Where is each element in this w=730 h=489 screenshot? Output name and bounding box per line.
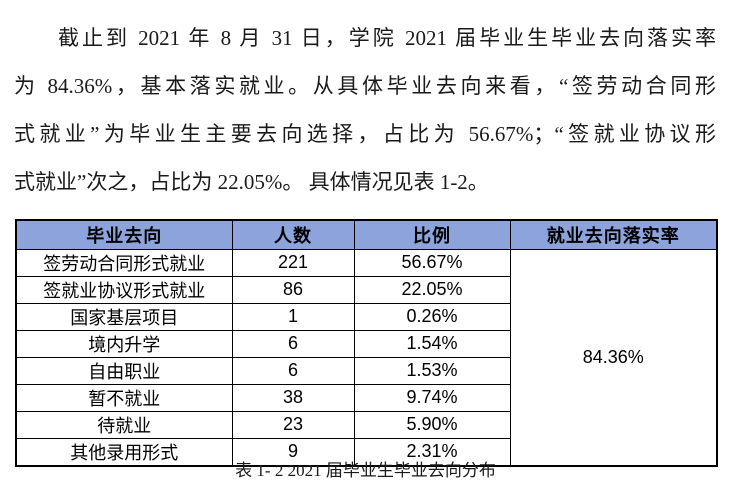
cell-ratio: 5.90%: [353, 410, 511, 439]
cell-count: 221: [231, 248, 355, 277]
cell-count: 6: [231, 329, 355, 358]
cell-count: 1: [231, 302, 355, 331]
table-row: 国家基层项目 1 0.26%: [15, 302, 717, 331]
table-row: 境内升学 6 1.54%: [15, 329, 717, 358]
paragraph-line-2: 为 84.36%，基本落实就业。从具体毕业去向来看，“签劳动合同形: [14, 74, 716, 98]
cell-destination: 境内升学: [15, 329, 233, 358]
cell-ratio: 1.53%: [353, 356, 511, 385]
cell-destination: 自由职业: [15, 356, 233, 385]
cell-destination: 签劳动合同形式就业: [15, 248, 233, 277]
cell-ratio: 1.54%: [353, 329, 511, 358]
table-row: 其他录用形式 9 2.31%: [15, 437, 717, 466]
table-row: 待就业 23 5.90%: [15, 410, 717, 439]
cell-count: 9: [231, 437, 355, 466]
graduation-destination-table: 毕业去向 人数 比例 就业去向落实率 签劳动合同形式就业 221 56.67% …: [15, 219, 718, 467]
cell-count: 86: [231, 275, 355, 304]
cell-ratio: 56.67%: [353, 248, 511, 277]
body-paragraph: 截止到 2021 年 8 月 31 日，学院 2021 届毕业生毕业去向落实率 …: [14, 14, 716, 206]
table-row: 签劳动合同形式就业 221 56.67% 84.36%: [15, 248, 718, 466]
header-ratio: 比例: [353, 219, 511, 250]
cell-destination: 其他录用形式: [15, 437, 233, 466]
header-destination: 毕业去向: [15, 219, 233, 250]
paragraph-line-3: 式就业”为毕业生主要去向选择，占比为 56.67%；“签就业协议形: [14, 122, 716, 146]
cell-destination: 国家基层项目: [15, 302, 233, 331]
cell-count: 38: [231, 383, 355, 412]
table-caption: 表 1- 2 2021 届毕业生毕业去向分布: [235, 461, 496, 480]
paragraph-line-1: 截止到 2021 年 8 月 31 日，学院 2021 届毕业生毕业去向落实率: [58, 26, 716, 50]
cell-destination: 签就业协议形式就业: [15, 275, 233, 304]
cell-destination: 暂不就业: [15, 383, 233, 412]
cell-count: 6: [231, 356, 355, 385]
merged-rate-cell: 84.36%: [509, 248, 718, 466]
cell-ratio: 9.74%: [353, 383, 511, 412]
cell-ratio: 0.26%: [353, 302, 511, 331]
header-rate: 就业去向落实率: [509, 219, 718, 250]
table-row: 签就业协议形式就业 86 22.05%: [15, 275, 717, 304]
cell-count: 23: [231, 410, 355, 439]
cell-destination: 待就业: [15, 410, 233, 439]
table-row: 暂不就业 38 9.74%: [15, 383, 717, 412]
paragraph-line-4: 式就业”次之，占比为 22.05%。 具体情况见表 1-2。: [14, 170, 489, 194]
header-count: 人数: [231, 219, 355, 250]
cell-ratio: 22.05%: [353, 275, 511, 304]
table-header-row: 毕业去向 人数 比例 就业去向落实率: [15, 219, 718, 250]
table-row: 自由职业 6 1.53%: [15, 356, 717, 385]
cell-ratio: 2.31%: [353, 437, 511, 466]
